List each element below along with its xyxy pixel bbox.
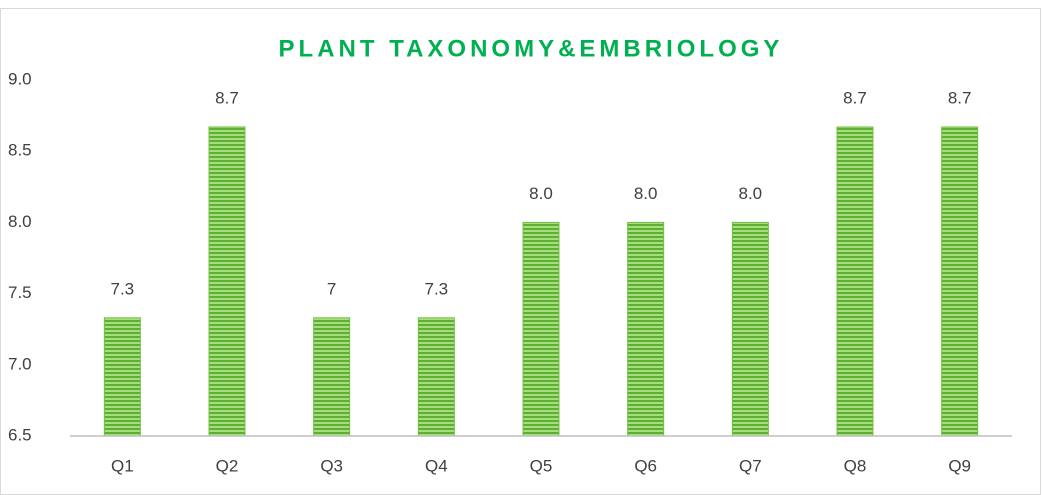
x-tick-label: Q2 <box>216 456 239 475</box>
x-tick-label: Q9 <box>948 456 971 475</box>
data-label: 7.3 <box>111 279 135 298</box>
bar <box>941 126 979 437</box>
bar <box>208 126 246 437</box>
data-label: 8.7 <box>843 88 867 107</box>
data-label: 8.7 <box>948 88 972 107</box>
chart-border <box>0 8 1041 495</box>
x-tick-label: Q5 <box>530 456 553 475</box>
y-tick-label: 9.0 <box>8 69 32 88</box>
x-tick-label: Q4 <box>425 456 448 475</box>
x-tick-label: Q6 <box>634 456 657 475</box>
bar <box>627 221 665 437</box>
bar <box>522 221 560 437</box>
bar <box>103 317 141 437</box>
x-tick-label: Q1 <box>111 456 134 475</box>
chart-title: PLANT TAXONOMY&EMBRIOLOGY <box>279 35 784 62</box>
data-label: 8.0 <box>529 184 553 203</box>
bar <box>417 317 455 437</box>
y-tick-label: 8.0 <box>8 212 32 231</box>
bar <box>836 126 874 437</box>
y-tick-label: 8.5 <box>8 141 32 160</box>
x-tick-label: Q7 <box>739 456 762 475</box>
data-label: 8.0 <box>634 184 658 203</box>
data-label: 8.0 <box>739 184 763 203</box>
bar <box>731 221 769 437</box>
y-tick-label: 7.0 <box>8 354 32 373</box>
x-tick-label: Q8 <box>844 456 867 475</box>
data-label: 7.3 <box>425 279 449 298</box>
data-label: 7 <box>327 279 336 298</box>
y-tick-label: 6.5 <box>8 425 32 444</box>
x-tick-label: Q3 <box>320 456 343 475</box>
data-label: 8.7 <box>215 88 239 107</box>
y-tick-label: 7.5 <box>8 283 32 302</box>
bar <box>313 317 351 437</box>
